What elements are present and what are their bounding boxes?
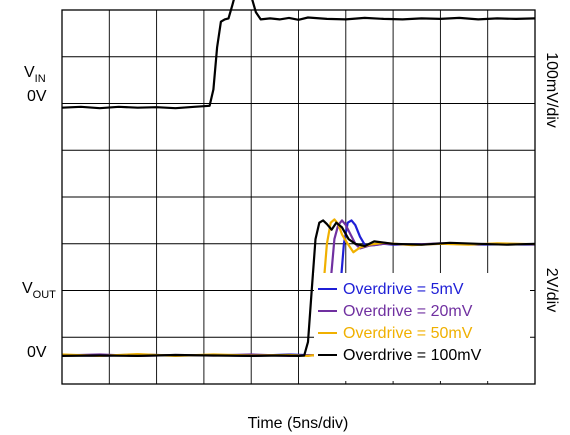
y-axis-label-top: 100mV/div [543, 52, 560, 128]
vout-zero-label: 0V [27, 344, 47, 361]
vin-zero-label: 0V [27, 88, 47, 105]
legend: Overdrive = 5mV Overdrive = 20mV Overdrive… [318, 281, 482, 364]
vout-trace-4 [61, 219, 536, 357]
plot-frame [61, 9, 536, 385]
legend-label: Overdrive = 100mV [343, 347, 482, 364]
legend-label: Overdrive = 50mV [343, 325, 473, 342]
plot-traces [61, 0, 536, 357]
y-axis-label-bottom: 2V/div [543, 268, 560, 312]
legend-label: Overdrive = 20mV [343, 303, 473, 320]
vin-label: VIN [24, 64, 46, 85]
vout-label: VOUT [22, 280, 56, 301]
legend-background [314, 273, 530, 381]
vin-trace [61, 0, 536, 110]
legend-label: Overdrive = 5mV [343, 281, 464, 298]
x-axis-label: Time (5ns/div) [248, 415, 349, 432]
